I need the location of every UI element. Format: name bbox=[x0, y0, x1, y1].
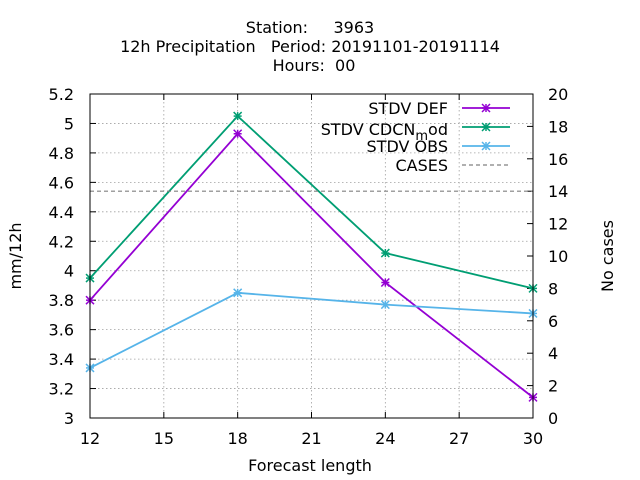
x-tick-label: 18 bbox=[227, 429, 247, 448]
legend-label-stdv-obs: STDV OBS bbox=[367, 137, 448, 156]
series-line-0 bbox=[89, 132, 534, 399]
y2-tick-label: 12 bbox=[548, 215, 568, 234]
y-tick-label: 5 bbox=[64, 114, 74, 133]
series-line-2 bbox=[89, 291, 534, 369]
legend: STDV DEF STDV CDCNmod STDV OBS CASES bbox=[321, 99, 510, 175]
y2-tick-label: 14 bbox=[548, 182, 568, 201]
chart-title-line-1: Station: 3963 bbox=[246, 18, 374, 37]
grid bbox=[90, 94, 533, 418]
y-axis-label: mm/12h bbox=[6, 222, 25, 289]
legend-label-cases: CASES bbox=[395, 156, 448, 175]
y-tick-label: 4.6 bbox=[49, 173, 74, 192]
legend-label-stdv-def: STDV DEF bbox=[368, 99, 448, 118]
plot-frame bbox=[89, 93, 534, 419]
y-tick-label: 4 bbox=[64, 262, 74, 281]
legend-swatches bbox=[462, 103, 510, 166]
y-tick-label: 3.8 bbox=[49, 291, 74, 310]
y-tick-label: 4.4 bbox=[49, 203, 74, 222]
y2-axis-ticks: 0 2 4 6 8 10 12 14 16 18 20 bbox=[527, 85, 568, 428]
legend-label-stdv-cdcn-mod: STDV CDCNmod bbox=[321, 120, 448, 144]
y2-tick-label: 18 bbox=[548, 117, 568, 136]
y-tick-label: 4.8 bbox=[49, 144, 74, 163]
y-axis-ticks: 3 3.2 3.4 3.6 3.8 4 4.2 4.4 4.6 4.8 5 5.2 bbox=[49, 85, 96, 428]
y-tick-label: 5.2 bbox=[49, 85, 74, 104]
y2-axis-label: No cases bbox=[598, 220, 617, 292]
series-line-1 bbox=[89, 114, 534, 290]
legend-marker bbox=[481, 141, 491, 151]
data-point bbox=[233, 111, 243, 121]
x-tick-label: 15 bbox=[154, 429, 174, 448]
y2-tick-label: 0 bbox=[548, 409, 558, 428]
x-tick-label: 24 bbox=[375, 429, 395, 448]
data-point bbox=[233, 288, 243, 298]
data-point bbox=[380, 300, 390, 310]
y2-tick-label: 4 bbox=[548, 344, 558, 363]
y2-tick-label: 20 bbox=[548, 85, 568, 104]
y-tick-label: 3.2 bbox=[49, 380, 74, 399]
y-tick-label: 4.2 bbox=[49, 232, 74, 251]
x-axis-ticks: 12 15 18 21 24 27 30 bbox=[80, 94, 543, 448]
y2-tick-label: 10 bbox=[548, 247, 568, 266]
x-tick-label: 21 bbox=[301, 429, 321, 448]
data-point bbox=[380, 248, 390, 258]
y2-tick-label: 6 bbox=[548, 312, 558, 331]
y-tick-label: 3.4 bbox=[49, 350, 74, 369]
y2-tick-label: 16 bbox=[548, 150, 568, 169]
chart-title-line-2: 12h Precipitation Period: 20191101-20191… bbox=[120, 37, 500, 56]
y2-tick-label: 8 bbox=[548, 279, 558, 298]
x-tick-label: 30 bbox=[523, 429, 543, 448]
y-tick-label: 3.6 bbox=[49, 321, 74, 340]
x-tick-label: 12 bbox=[80, 429, 100, 448]
chart-title-line-3: Hours: 00 bbox=[273, 56, 356, 75]
x-tick-label: 27 bbox=[449, 429, 469, 448]
data-point bbox=[380, 277, 390, 288]
y-tick-label: 3 bbox=[64, 409, 74, 428]
legend-marker bbox=[481, 103, 491, 113]
series-layer bbox=[85, 111, 538, 402]
y2-tick-label: 2 bbox=[548, 377, 558, 396]
legend-marker bbox=[481, 122, 491, 132]
x-axis-label: Forecast length bbox=[248, 456, 372, 475]
data-point bbox=[233, 129, 243, 139]
